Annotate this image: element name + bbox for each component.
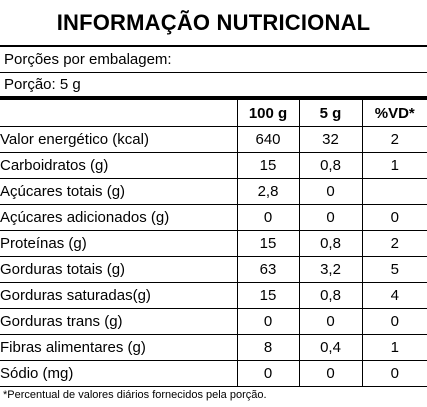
servings-divider [0,72,427,73]
value-100g: 15 [236,282,299,309]
value-vd: 0 [361,308,427,335]
value-serving: 0,4 [298,334,362,361]
value-100g: 15 [236,152,299,179]
nutrient-name: Valor energético (kcal) [0,131,149,148]
table-row: Gorduras totais (g) 63 3,2 5 [0,256,427,283]
header-nutrient [0,100,237,127]
nutrient-name: Gorduras saturadas(g) [0,287,151,304]
serving-size: Porção: 5 g [4,76,81,93]
value-vd: 0 [361,360,427,387]
table-header-row: 100 g 5 g %VD* [0,100,427,127]
value-vd [361,178,427,205]
value-100g: 2,8 [236,178,299,205]
value-vd: 5 [361,256,427,283]
table-row: Açúcares adicionados (g) 0 0 0 [0,204,427,231]
nutrient-name: Proteínas (g) [0,235,87,252]
table-row: Valor energético (kcal) 640 32 2 [0,126,427,153]
table-row: Carboidratos (g) 15 0,8 1 [0,152,427,179]
header-serving: 5 g [298,100,362,127]
value-serving: 0 [298,308,362,335]
table-row: Sódio (mg) 0 0 0 [0,360,427,387]
nutrient-name: Gorduras trans (g) [0,313,123,330]
table-row: Açúcares totais (g) 2,8 0 [0,178,427,205]
value-100g: 640 [236,126,299,153]
value-vd: 0 [361,204,427,231]
nutrient-name: Sódio (mg) [0,365,74,382]
value-vd: 2 [361,126,427,153]
value-100g: 8 [236,334,299,361]
value-serving: 0,8 [298,152,362,179]
value-100g: 0 [236,360,299,387]
value-100g: 63 [236,256,299,283]
value-vd: 4 [361,282,427,309]
value-100g: 15 [236,230,299,257]
table-row: Fibras alimentares (g) 8 0,4 1 [0,334,427,361]
value-vd: 1 [361,334,427,361]
value-serving: 32 [298,126,362,153]
table-row: Gorduras saturadas(g) 15 0,8 4 [0,282,427,309]
table-row: Proteínas (g) 15 0,8 2 [0,230,427,257]
nutrient-name: Carboidratos (g) [0,157,109,174]
nutrient-name: Açúcares totais (g) [0,183,126,200]
thick-divider [0,96,427,100]
value-vd: 1 [361,152,427,179]
header-100g: 100 g [236,100,299,127]
value-serving: 0,8 [298,230,362,257]
table-row: Gorduras trans (g) 0 0 0 [0,308,427,335]
value-serving: 0 [298,204,362,231]
value-serving: 0,8 [298,282,362,309]
servings-per-package: Porções por embalagem: [4,51,172,68]
value-serving: 0 [298,360,362,387]
nutrition-title: INFORMAÇÃO NUTRICIONAL [56,10,371,35]
value-serving: 0 [298,178,362,205]
nutrient-name: Açúcares adicionados (g) [0,209,170,226]
nutrient-name: Fibras alimentares (g) [0,339,146,356]
value-100g: 0 [236,204,299,231]
nutrition-table: 100 g 5 g %VD* Valor energético (kcal) 6… [0,100,427,387]
nutrient-name: Gorduras totais (g) [0,261,126,278]
value-serving: 3,2 [298,256,362,283]
value-vd: 2 [361,230,427,257]
value-100g: 0 [236,308,299,335]
footnote: *Percentual de valores diários fornecido… [3,389,267,401]
header-vd: %VD* [361,100,427,127]
title-divider [0,45,427,47]
